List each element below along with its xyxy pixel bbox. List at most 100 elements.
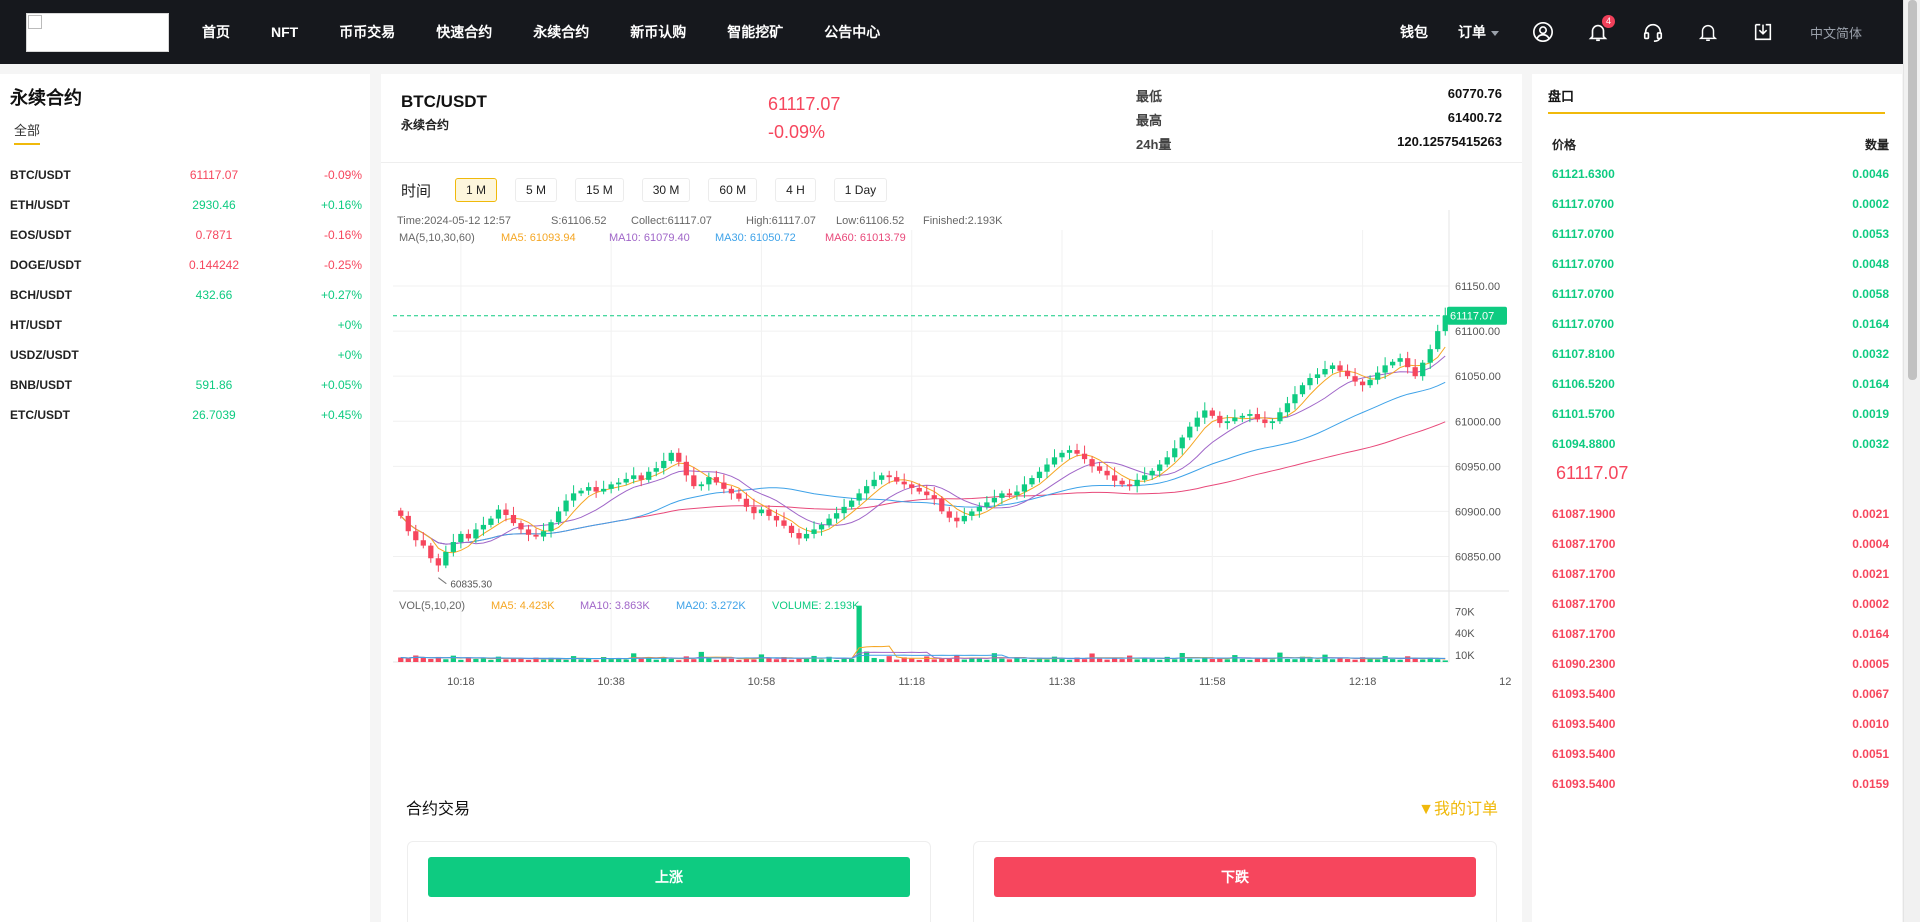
orderbook-row[interactable]: 61087.1700 0.0164 <box>1552 619 1889 649</box>
download-icon[interactable] <box>1752 21 1774 43</box>
volume-bar <box>548 657 554 662</box>
candle-body <box>1194 417 1200 427</box>
orderbook-row[interactable]: 61087.1700 0.0004 <box>1552 529 1889 559</box>
rise-button[interactable]: 上涨 <box>428 857 910 897</box>
volume-bar <box>683 656 689 662</box>
orderbook-row[interactable]: 61117.0700 0.0058 <box>1552 279 1889 309</box>
volume-bar <box>1247 659 1253 662</box>
pair-row[interactable]: ETH/USDT 2930.46 +0.16% <box>10 190 362 220</box>
volume-bar <box>1194 659 1200 662</box>
volume-bar <box>616 658 622 662</box>
fall-button[interactable]: 下跌 <box>994 857 1476 897</box>
bell-icon[interactable]: 4 <box>1587 15 1615 43</box>
volume-bar <box>435 656 441 662</box>
scrollbar-thumb[interactable] <box>1908 0 1917 380</box>
nav-new-coin[interactable]: 新币认购 <box>630 24 687 40</box>
candle-body <box>1435 331 1441 350</box>
pair-row[interactable]: BTC/USDT 61117.07 -0.09% <box>10 160 362 190</box>
volume-bar <box>1367 658 1373 662</box>
wallet-link[interactable]: 钱包 <box>1399 24 1428 40</box>
orderbook-row[interactable]: 61101.5700 0.0019 <box>1552 399 1889 429</box>
pair-row[interactable]: ETC/USDT 26.7039 +0.45% <box>10 400 362 430</box>
volume-bar <box>420 658 426 662</box>
pair-name: ETC/USDT <box>10 408 70 422</box>
candle-body <box>668 452 674 461</box>
orderbook-row[interactable]: 61117.0700 0.0053 <box>1552 219 1889 249</box>
pair-row[interactable]: HT/USDT +0% <box>10 310 362 340</box>
orderbook-row[interactable]: 61087.1900 0.0021 <box>1552 499 1889 529</box>
logo[interactable] <box>26 13 169 52</box>
orderbook-qty: 0.0053 <box>1852 227 1889 241</box>
volume-bar <box>833 659 840 662</box>
candle-body <box>691 475 697 487</box>
period-button[interactable]: 30 M <box>641 178 691 202</box>
nav-announcements[interactable]: 公告中心 <box>824 24 881 40</box>
orderbook-row[interactable]: 61093.5400 0.0159 <box>1552 769 1889 799</box>
price-tick-label: 60950.00 <box>1455 461 1501 473</box>
orderbook-qty: 0.0004 <box>1852 537 1889 551</box>
vol-legend-ma5: MA5: 4.423K <box>491 600 555 612</box>
nav-nft[interactable]: NFT <box>271 24 299 40</box>
pair-row[interactable]: EOS/USDT 0.7871 -0.16% <box>10 220 362 250</box>
volume-bar <box>646 657 652 662</box>
orderbook-row[interactable]: 61094.8800 0.0032 <box>1552 429 1889 459</box>
candle-body <box>1104 470 1110 476</box>
orderbook-qty: 0.0051 <box>1852 747 1889 761</box>
candle-body <box>1314 374 1321 378</box>
nav-mining[interactable]: 智能挖矿 <box>727 24 784 40</box>
candle-body <box>1427 349 1433 363</box>
candle-body <box>585 487 592 491</box>
period-button[interactable]: 15 M <box>575 178 624 202</box>
orders-dropdown[interactable]: 订单 <box>1458 22 1499 42</box>
period-button[interactable]: 1 Day <box>833 178 888 202</box>
volume-bar <box>713 659 719 662</box>
tab-all[interactable]: 全部 <box>14 120 41 145</box>
volume-bar <box>638 658 644 662</box>
nav-perpetual[interactable]: 永续合约 <box>533 24 590 40</box>
volume-bar <box>518 658 524 662</box>
pair-row[interactable]: DOGE/USDT 0.144242 -0.25% <box>10 250 362 280</box>
pair-row[interactable]: BCH/USDT 432.66 +0.27% <box>10 280 362 310</box>
orderbook-row[interactable]: 61107.8100 0.0032 <box>1552 339 1889 369</box>
period-button[interactable]: 5 M <box>515 178 558 202</box>
candle-body <box>864 486 870 494</box>
orderbook-row[interactable]: 61093.5400 0.0067 <box>1552 679 1889 709</box>
pair-row[interactable]: BNB/USDT 591.86 +0.05% <box>10 370 362 400</box>
orderbook-row[interactable]: 61087.1700 0.0002 <box>1552 589 1889 619</box>
volume-bar <box>405 658 411 662</box>
headset-icon[interactable] <box>1642 21 1664 43</box>
candle-body <box>420 540 426 546</box>
period-button[interactable]: 1 M <box>455 178 498 202</box>
candle-body <box>811 529 817 534</box>
volume-bar <box>1352 659 1358 662</box>
bell-outline-icon[interactable] <box>1697 21 1719 43</box>
nav-quick-contract[interactable]: 快速合约 <box>436 24 493 40</box>
orderbook-row[interactable]: 61090.2300 0.0005 <box>1552 649 1889 679</box>
orderbook-row[interactable]: 61087.1700 0.0021 <box>1552 559 1889 589</box>
orderbook-row[interactable]: 61106.5200 0.0164 <box>1552 369 1889 399</box>
volume-bar <box>1036 657 1043 662</box>
period-button[interactable]: 60 M <box>708 178 758 202</box>
orderbook-qty: 0.0032 <box>1852 347 1889 361</box>
candle-body <box>616 482 622 485</box>
orderbook-row[interactable]: 61117.0700 0.0002 <box>1552 189 1889 219</box>
period-button[interactable]: 4 H <box>775 178 816 202</box>
user-icon[interactable] <box>1532 21 1554 43</box>
language-selector[interactable]: 中文简体 <box>1809 25 1862 41</box>
orderbook-row[interactable]: 61093.5400 0.0051 <box>1552 739 1889 769</box>
nav-home[interactable]: 首页 <box>202 24 230 40</box>
orderbook-row[interactable]: 61093.5400 0.0010 <box>1552 709 1889 739</box>
candle-body <box>916 487 922 492</box>
orderbook-row[interactable]: 61117.0700 0.0048 <box>1552 249 1889 279</box>
orderbook-row[interactable]: 61117.0700 0.0164 <box>1552 309 1889 339</box>
orderbook-qty: 0.0021 <box>1852 567 1889 581</box>
page-scrollbar[interactable] <box>1903 0 1920 922</box>
my-orders-link[interactable]: ▼我的订单 <box>1418 801 1498 818</box>
orderbook-row[interactable]: 61121.6300 0.0046 <box>1552 159 1889 189</box>
pair-change: -0.25% <box>323 258 362 272</box>
pair-row[interactable]: USDZ/USDT +0% <box>10 340 362 370</box>
candle-body <box>833 513 840 519</box>
nav-spot[interactable]: 币币交易 <box>339 24 396 40</box>
candlestick-chart[interactable]: 61150.00 61100.00 61050.00 61000.00 60950.00… <box>391 210 1511 752</box>
candle-body <box>450 542 456 552</box>
